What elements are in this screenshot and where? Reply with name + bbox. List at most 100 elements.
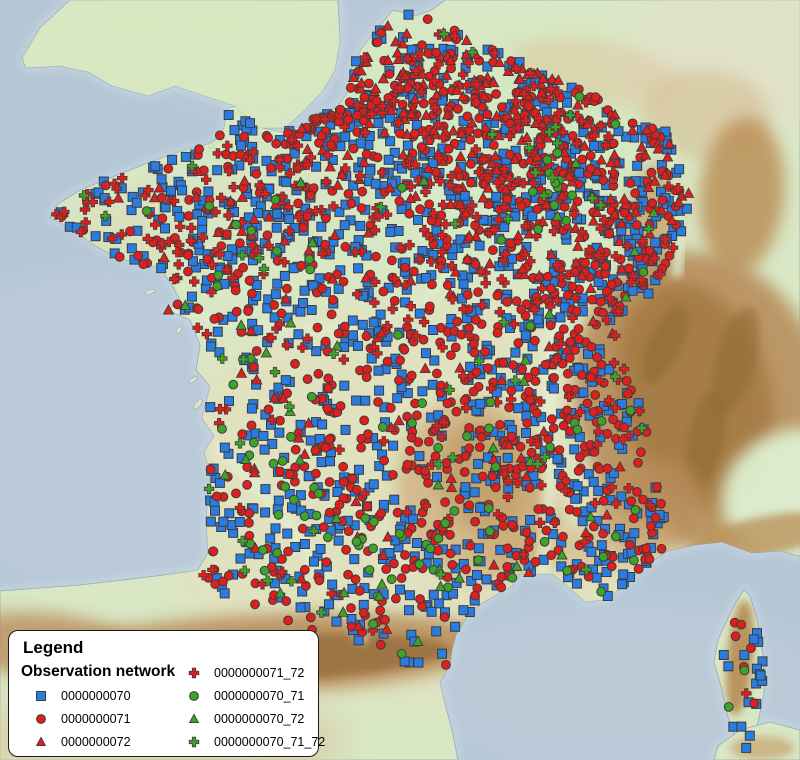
observation-point-circle xyxy=(289,494,299,505)
observation-point-triangle xyxy=(280,292,292,304)
legend-item: 0000000070 xyxy=(33,688,131,704)
observation-point-triangle xyxy=(293,432,305,443)
observation-point-triangle xyxy=(626,124,639,136)
observation-point-circle xyxy=(356,203,367,214)
observation-point-cross xyxy=(531,230,542,242)
observation-point-triangle xyxy=(337,606,349,617)
observation-point-circle xyxy=(420,465,430,476)
observation-point-circle xyxy=(386,574,397,585)
observation-point-square xyxy=(316,221,327,232)
observation-point-circle xyxy=(266,163,276,173)
observation-point-cross xyxy=(382,320,393,332)
observation-point-cross xyxy=(117,172,128,184)
observation-point-circle xyxy=(271,138,282,149)
observation-point-circle xyxy=(452,316,463,327)
observation-point-triangle xyxy=(373,590,386,601)
observation-point-cross xyxy=(168,195,180,207)
observation-point-circle xyxy=(664,250,675,261)
observation-point-cross xyxy=(150,219,161,230)
observation-point-square xyxy=(571,578,582,589)
observation-point-circle xyxy=(636,447,646,458)
observation-point-circle xyxy=(352,484,362,495)
observation-point-triangle xyxy=(296,122,308,134)
observation-point-square xyxy=(591,572,602,583)
observation-point-circle xyxy=(311,510,322,521)
observation-point-circle xyxy=(407,418,417,428)
observation-point-cross xyxy=(420,186,431,198)
circle-symbol xyxy=(36,714,46,724)
observation-point-circle xyxy=(558,420,569,431)
observation-point-circle xyxy=(644,554,655,565)
observation-point-circle xyxy=(326,309,337,320)
observation-point-cross xyxy=(600,140,611,151)
observation-point-cross xyxy=(518,88,530,100)
observation-point-cross xyxy=(574,406,586,418)
observation-point-square xyxy=(718,650,729,660)
observation-point-cross xyxy=(518,177,529,189)
observation-point-circle xyxy=(443,144,454,154)
observation-point-cross xyxy=(372,348,383,359)
observation-point-triangle xyxy=(663,137,676,149)
observation-point-circle xyxy=(251,168,262,179)
observation-point-cross xyxy=(595,199,606,211)
observation-point-circle xyxy=(492,290,503,301)
observation-point-square xyxy=(385,227,396,237)
observation-point-circle xyxy=(414,559,425,569)
observation-point-circle xyxy=(461,564,471,575)
observation-point-triangle xyxy=(482,182,494,193)
observation-point-cross xyxy=(637,235,648,247)
observation-point-cross xyxy=(435,569,446,580)
observation-point-square xyxy=(234,517,245,527)
observation-point-triangle xyxy=(409,93,421,104)
observation-point-triangle xyxy=(615,262,628,274)
observation-point-square xyxy=(548,383,559,394)
observation-point-triangle xyxy=(298,448,311,459)
observation-point-cross xyxy=(608,167,619,178)
observation-point-circle xyxy=(558,324,569,335)
observation-point-cross xyxy=(419,128,430,140)
observation-point-circle xyxy=(628,513,639,524)
observation-point-cross xyxy=(494,306,505,318)
observation-point-triangle xyxy=(615,217,628,229)
observation-point-square xyxy=(431,626,442,637)
observation-point-cross xyxy=(308,525,320,537)
observation-point-triangle xyxy=(531,150,544,162)
observation-point-cross xyxy=(269,366,281,378)
observation-point-square xyxy=(305,435,316,446)
observation-point-triangle xyxy=(486,157,498,169)
observation-point-square xyxy=(197,216,208,226)
observation-point-circle xyxy=(320,442,331,453)
observation-point-cross xyxy=(426,256,437,267)
observation-point-circle xyxy=(552,148,563,158)
observation-point-cross xyxy=(543,94,554,106)
observation-point-circle xyxy=(341,544,352,555)
observation-point-cross xyxy=(446,260,458,272)
observation-point-cross xyxy=(274,162,286,173)
observation-point-triangle xyxy=(587,215,600,226)
observation-point-cross xyxy=(370,276,381,288)
observation-point-circle xyxy=(530,335,540,346)
observation-point-triangle xyxy=(277,392,290,403)
observation-point-cross xyxy=(59,206,70,217)
observation-point-square xyxy=(347,330,358,341)
observation-point-circle xyxy=(413,437,424,448)
observation-point-circle xyxy=(205,464,216,475)
observation-point-circle xyxy=(273,509,284,520)
observation-point-circle xyxy=(380,614,390,625)
observation-point-square xyxy=(224,508,235,519)
observation-point-circle xyxy=(441,660,451,670)
observation-point-circle xyxy=(310,445,321,456)
observation-point-circle xyxy=(405,445,415,456)
observation-point-cross xyxy=(477,299,488,311)
observation-point-circle xyxy=(440,518,451,529)
observation-point-circle xyxy=(416,517,427,528)
observation-point-square xyxy=(306,305,317,315)
observation-point-circle xyxy=(114,252,125,262)
observation-point-triangle xyxy=(441,108,454,120)
observation-point-circle xyxy=(646,167,657,178)
observation-point-circle xyxy=(431,47,442,58)
observation-point-square xyxy=(205,402,216,413)
observation-point-cross xyxy=(328,348,339,359)
observation-point-cross xyxy=(604,293,615,304)
observation-point-circle xyxy=(530,556,541,567)
